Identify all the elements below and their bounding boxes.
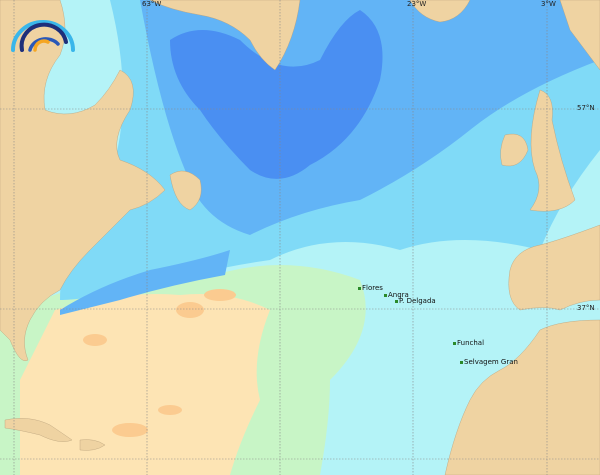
land-hispaniola <box>79 439 106 451</box>
wave-arcs-logo-icon <box>11 20 75 52</box>
deep-water <box>170 10 383 179</box>
coastal-blue-water <box>60 250 230 315</box>
land-europe <box>508 224 600 311</box>
land-iceland <box>409 0 471 23</box>
warm-water-orange <box>83 289 236 437</box>
place-label: Selvagem Gran <box>464 358 518 366</box>
land-cuba <box>4 418 73 442</box>
place-label: Funchal <box>457 339 485 347</box>
place-label: Flores <box>362 284 383 292</box>
lat-label-37n: 37°N <box>577 304 595 312</box>
land-greenland <box>149 0 301 71</box>
land-newfoundland <box>169 170 202 211</box>
place-selvagem-gran[interactable]: Selvagem Gran <box>460 358 518 366</box>
place-label: P. Delgada <box>399 297 436 305</box>
lon-label-23w: 23°W <box>407 0 427 8</box>
place-marker-icon <box>358 286 361 290</box>
place-marker-icon <box>453 341 456 345</box>
place-label: Angra <box>388 291 409 299</box>
place-marker-icon <box>384 293 387 297</box>
lon-label-3w: 3°W <box>541 0 556 8</box>
warm-water-peach <box>20 294 270 475</box>
place-flores[interactable]: Flores <box>358 284 383 292</box>
lon-label-63w: 63°W <box>142 0 162 8</box>
place-marker-icon <box>395 299 398 303</box>
land-north-america <box>0 0 166 361</box>
place-p-delgada[interactable]: P. Delgada <box>395 297 436 305</box>
place-funchal[interactable]: Funchal <box>453 339 484 347</box>
land-africa <box>444 319 600 475</box>
land-britain <box>529 89 576 212</box>
lat-label-57n: 57°N <box>577 104 595 112</box>
place-angra[interactable]: Angra <box>384 291 409 299</box>
place-marker-icon <box>460 360 463 364</box>
land-ireland <box>500 133 529 167</box>
